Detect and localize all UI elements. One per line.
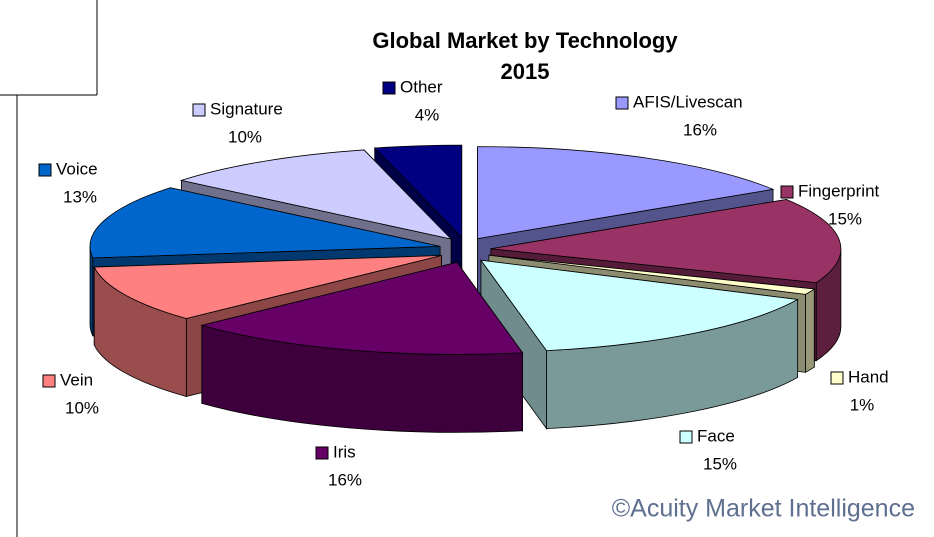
slice-label: Hand <box>848 367 889 386</box>
legend-key <box>38 163 52 177</box>
legend-key <box>679 430 693 444</box>
value-label: 16% <box>328 470 362 489</box>
slice-label: Signature <box>210 99 283 118</box>
pie-slice <box>477 146 775 240</box>
value-label: 16% <box>683 120 717 139</box>
chart-subtitle: 2015 <box>501 59 550 84</box>
slice-label: Iris <box>333 442 356 461</box>
value-label: 10% <box>65 398 99 417</box>
slice-label: Other <box>400 77 443 96</box>
legend-key <box>192 103 206 117</box>
value-label: 10% <box>228 127 262 146</box>
pie-slice <box>179 149 453 240</box>
slice-label: Fingerprint <box>798 181 880 200</box>
legend-key <box>315 446 329 460</box>
pie-slice <box>93 255 442 319</box>
slice-label: Vein <box>60 370 93 389</box>
pie-slice <box>200 261 524 355</box>
legend-key <box>830 371 844 385</box>
slice-label: AFIS/Livescan <box>633 92 743 111</box>
legend-key <box>42 374 56 388</box>
pie-slice <box>490 199 842 284</box>
legend-key <box>615 96 629 110</box>
slice-outer-side <box>89 246 94 337</box>
slice-label: Face <box>697 426 735 445</box>
pie-slice <box>488 254 816 295</box>
pie-slice <box>480 259 799 352</box>
slice-label: Voice <box>56 159 98 178</box>
value-label: 15% <box>703 454 737 473</box>
value-label: 15% <box>828 209 862 228</box>
pie-slice <box>373 144 463 239</box>
source-note: ©Acuity Market Intelligence <box>612 495 915 523</box>
value-label: 13% <box>63 187 97 206</box>
legend-key <box>780 185 794 199</box>
chart-title: Global Market by Technology <box>372 28 678 53</box>
slice-outer-side <box>805 288 815 374</box>
pie-slice <box>89 187 441 259</box>
value-label: 1% <box>850 395 875 414</box>
legend-key <box>382 81 396 95</box>
value-label: 4% <box>415 105 440 124</box>
pie <box>89 144 842 433</box>
